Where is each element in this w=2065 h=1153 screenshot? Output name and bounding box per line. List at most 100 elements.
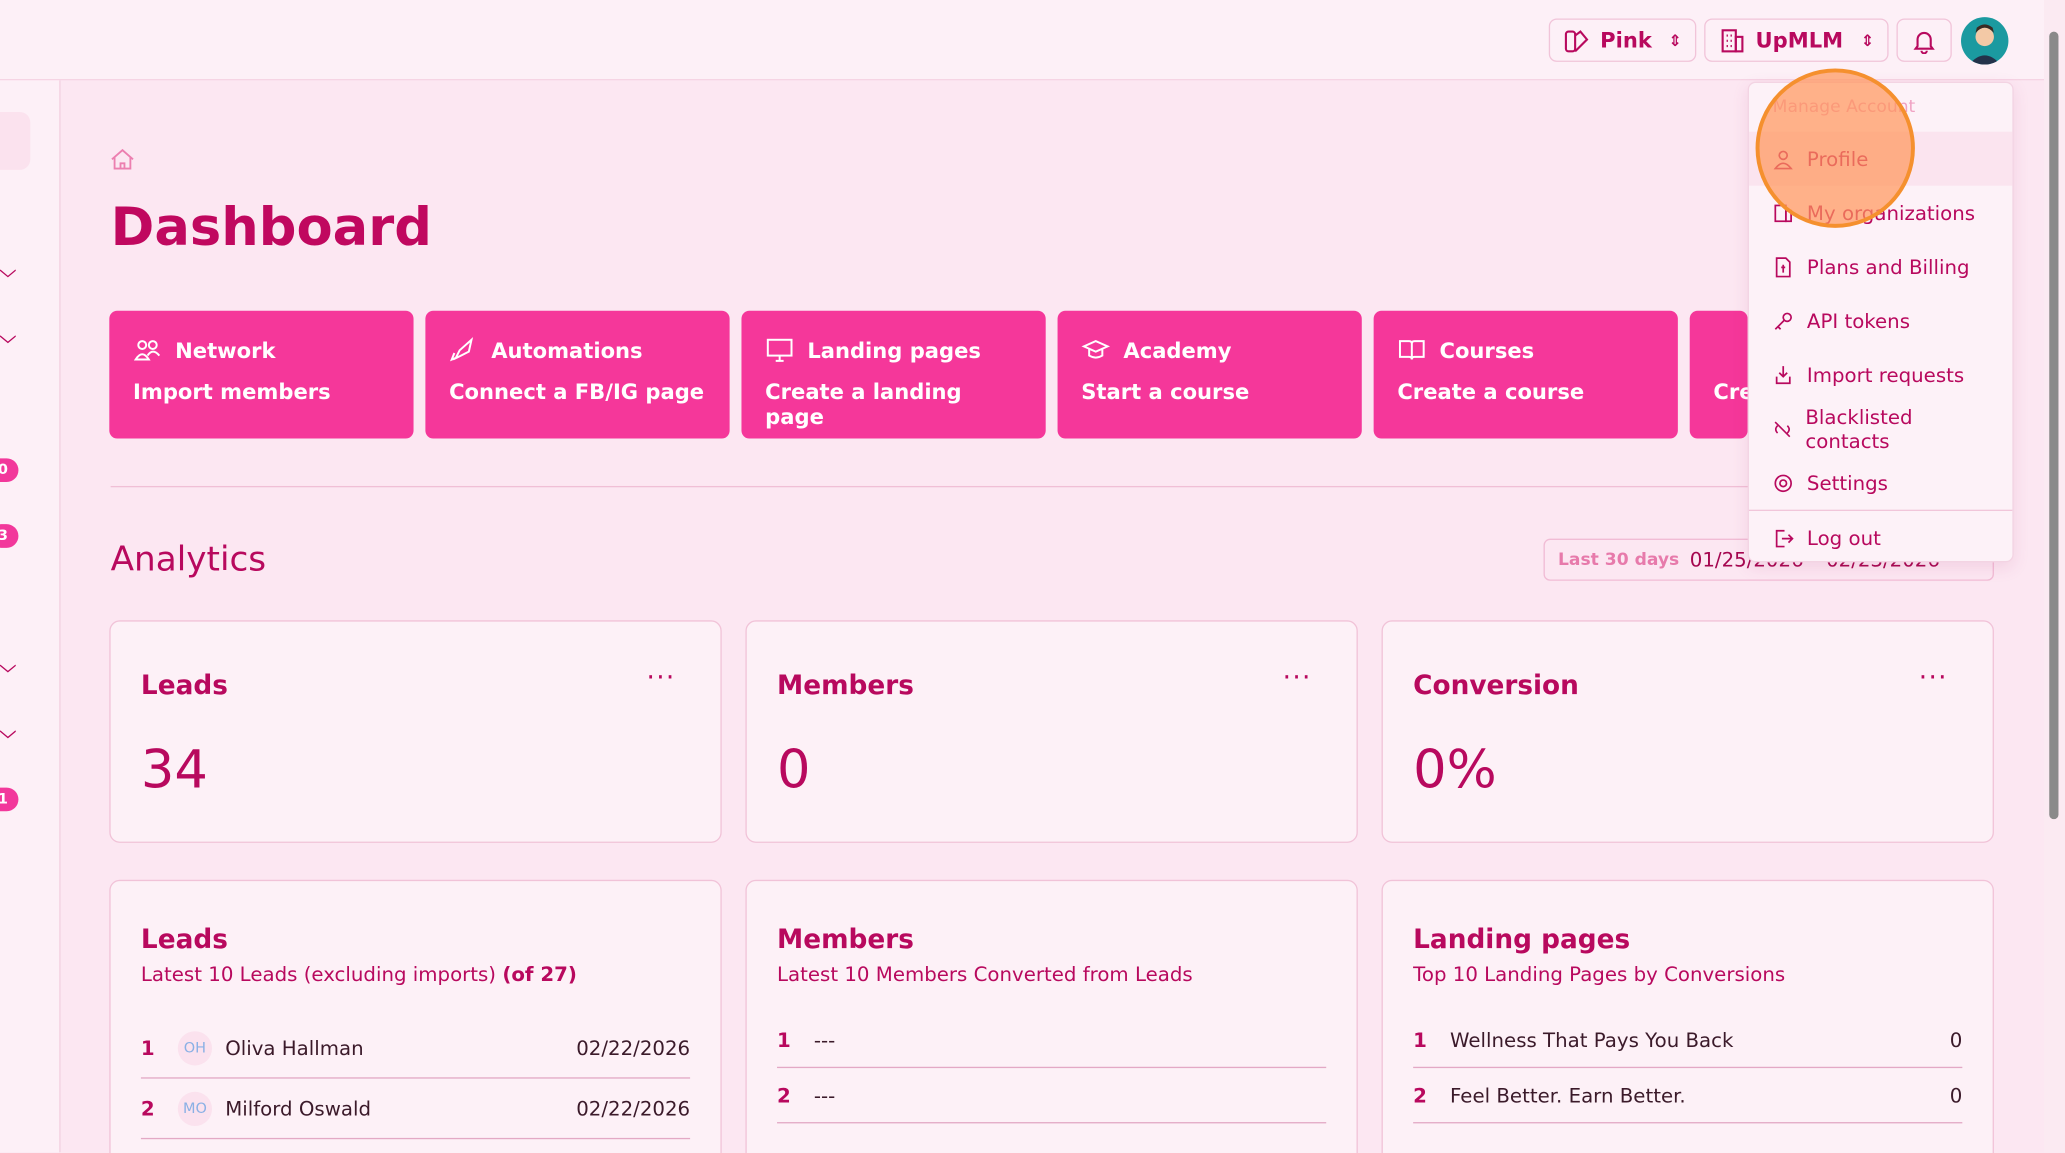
- menu-item-label: Blacklisted contacts: [1805, 404, 1913, 453]
- list-item[interactable]: 1 ---: [777, 1013, 1327, 1069]
- initials-avatar: MO: [177, 1091, 213, 1126]
- menu-item-label: Settings: [1806, 470, 1888, 495]
- row-number: 2: [777, 1083, 791, 1107]
- menu-item-import-requests[interactable]: Import requests: [1749, 348, 2012, 402]
- lead-name: Milford Oswald: [225, 1096, 372, 1121]
- log-out-icon: [1775, 529, 1794, 547]
- quick-action-tile[interactable]: Cre: [1689, 310, 1748, 439]
- row-number: 1: [140, 1035, 155, 1060]
- page-title: Dashboard: [110, 197, 432, 259]
- tile-action: Cre: [1713, 379, 1747, 405]
- quick-action-tile[interactable]: Academy Start a course: [1057, 310, 1362, 439]
- stat-card-leads: Leads 34 ···: [109, 620, 722, 843]
- row-number: 1: [777, 1027, 791, 1052]
- bell-icon: [1913, 31, 1935, 54]
- blocked-signal-icon: [1774, 420, 1791, 437]
- tile-title: Academy: [1123, 337, 1232, 363]
- org-label: UpMLM: [1755, 27, 1844, 53]
- menu-item-label: Import requests: [1806, 362, 1965, 387]
- scrollbar-thumb[interactable]: [2049, 31, 2059, 820]
- users-icon: [133, 340, 161, 361]
- quick-action-tile[interactable]: Network Import members: [109, 310, 414, 439]
- members-list-card: Members Latest 10 Members Converted from…: [745, 879, 1358, 1153]
- menu-item-label: API tokens: [1806, 308, 1910, 333]
- more-icon[interactable]: ···: [1282, 661, 1312, 693]
- home-icon[interactable]: [111, 148, 135, 170]
- chevron-down-icon[interactable]: [0, 662, 16, 673]
- menu-item-log-out[interactable]: Log out: [1749, 511, 2012, 565]
- stat-card-members: Members 0 ···: [745, 620, 1358, 843]
- sidebar: 0 3 1: [0, 80, 61, 1153]
- card-subtitle: Top 10 Landing Pages by Conversions: [1413, 962, 1786, 987]
- menu-item-plans-and-billing[interactable]: Plans and Billing: [1749, 240, 2012, 294]
- import-icon: [1775, 365, 1791, 384]
- landing-pages-list-card: Landing pages Top 10 Landing Pages by Co…: [1381, 879, 1994, 1153]
- tile-action: Create a landing page: [765, 379, 962, 430]
- quick-action-tile[interactable]: Automations Connect a FB/IG page: [425, 310, 730, 439]
- menu-divider: [1748, 509, 2013, 511]
- tile-title: Automations: [491, 337, 643, 363]
- sidebar-badge: 3: [0, 524, 19, 548]
- quick-action-tile[interactable]: Landing pages Create a landing page: [741, 310, 1046, 439]
- card-title: Members: [777, 923, 914, 955]
- stat-title: Members: [777, 669, 914, 701]
- conversions: 0: [1949, 1083, 1963, 1107]
- theme-label: Pink: [1600, 27, 1652, 53]
- leads-count: (of 27): [502, 962, 577, 987]
- card-subtitle: Latest 10 Leads (excluding imports) (of …: [141, 963, 690, 987]
- stat-value: 0%: [1413, 740, 1497, 801]
- list-item[interactable]: 1 Wellness That Pays You Back 0: [1413, 1013, 1963, 1069]
- key-icon: [1774, 311, 1792, 330]
- rocket-icon: [449, 337, 474, 362]
- more-icon[interactable]: ···: [646, 661, 676, 693]
- tile-title: Network: [175, 337, 276, 363]
- conversions: 0: [1949, 1027, 1963, 1052]
- list-item[interactable]: 2 ---: [777, 1068, 1327, 1124]
- tile-action: Start a course: [1081, 379, 1250, 405]
- org-switcher[interactable]: UpMLM ⇕: [1704, 18, 1889, 62]
- list-item[interactable]: 2 Feel Better. Earn Better. 0: [1413, 1068, 1963, 1124]
- analytics-title: Analytics: [110, 539, 267, 580]
- top-bar: Pink ⇕ UpMLM ⇕: [0, 0, 2044, 81]
- list-item[interactable]: 1 OH Oliva Hallman 02/22/2026: [140, 1018, 691, 1079]
- stat-value: 34: [140, 740, 208, 801]
- initials-avatar: OH: [177, 1030, 213, 1065]
- sidebar-badge: 0: [0, 458, 19, 483]
- chevron-down-icon[interactable]: [0, 728, 16, 739]
- card-title: Leads: [140, 923, 228, 955]
- more-icon[interactable]: ···: [1918, 661, 1948, 693]
- click-indicator: [1755, 68, 1915, 228]
- divider: [110, 485, 1994, 488]
- stat-title: Conversion: [1413, 669, 1579, 701]
- notifications-button[interactable]: [1896, 18, 1952, 62]
- quick-action-tile[interactable]: Courses Create a course: [1373, 310, 1678, 439]
- gear-icon: [1774, 473, 1792, 492]
- list-item[interactable]: 2 MO Milford Oswald 02/22/2026: [140, 1079, 691, 1140]
- lead-date: 02/22/2026: [576, 1096, 691, 1121]
- monitor-icon: [766, 338, 793, 362]
- avatar[interactable]: [1961, 17, 2009, 65]
- sidebar-badge: 1: [0, 787, 19, 812]
- tile-action: Import members: [133, 379, 331, 405]
- lead-date: 02/22/2026: [576, 1035, 691, 1060]
- updown-icon: ⇕: [1668, 30, 1682, 50]
- row-number: 2: [1413, 1083, 1427, 1107]
- menu-item-api-tokens[interactable]: API tokens: [1749, 294, 2012, 348]
- tile-title: Courses: [1439, 337, 1535, 363]
- landing-page-name: Wellness That Pays You Back: [1450, 1027, 1734, 1052]
- chevron-down-icon[interactable]: [0, 267, 16, 278]
- theme-switcher[interactable]: Pink ⇕: [1548, 18, 1697, 62]
- leads-list-card: Leads Latest 10 Leads (excluding imports…: [109, 879, 722, 1153]
- lead-name: Oliva Hallman: [225, 1035, 364, 1060]
- menu-item-label: Log out: [1806, 526, 1881, 550]
- sidebar-active-item[interactable]: [0, 111, 31, 170]
- menu-item-settings[interactable]: Settings: [1749, 456, 2012, 510]
- card-title: Landing pages: [1413, 923, 1631, 955]
- chevron-down-icon[interactable]: [0, 333, 16, 344]
- scrollbar[interactable]: [2043, 0, 2065, 1153]
- member-name: ---: [813, 1083, 836, 1107]
- tile-title: Landing pages: [807, 337, 981, 363]
- menu-item-blacklisted-contacts[interactable]: Blacklisted contacts: [1749, 402, 2012, 456]
- row-number: 2: [140, 1096, 155, 1121]
